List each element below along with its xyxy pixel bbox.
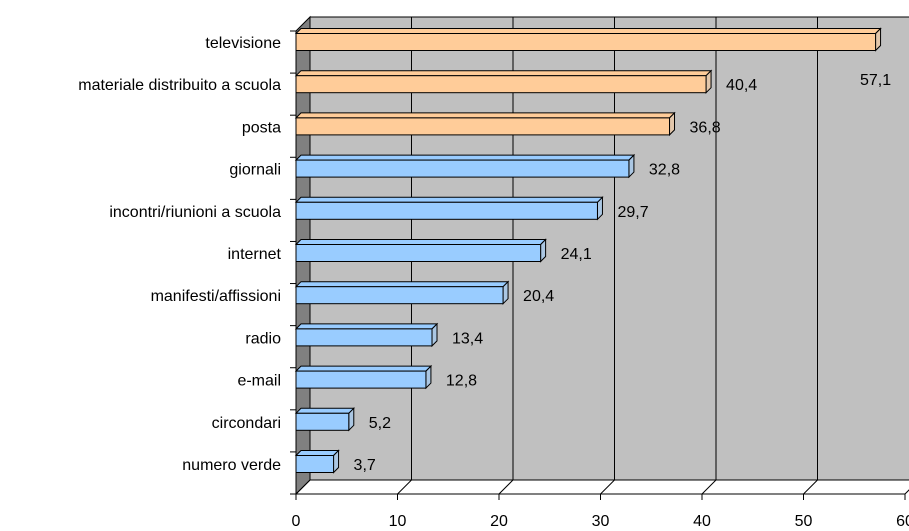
bar xyxy=(295,201,598,220)
bar-top-face xyxy=(294,70,713,77)
floor-gridline xyxy=(701,479,717,495)
category-label: e-mail xyxy=(237,373,281,390)
category-label: posta xyxy=(242,119,281,136)
data-label: 20,4 xyxy=(523,288,554,305)
category-label: radio xyxy=(245,330,281,347)
bar xyxy=(295,159,630,178)
category-label: manifesti/affissioni xyxy=(151,288,281,305)
floor-gridline xyxy=(803,479,818,495)
category-label: internet xyxy=(228,246,282,263)
x-tick-label: 30 xyxy=(592,513,610,530)
bar-top-face xyxy=(294,154,636,161)
x-tick-label: 10 xyxy=(389,513,407,530)
bar xyxy=(295,455,335,473)
data-label: 57,1 xyxy=(860,72,891,89)
data-label: 3,7 xyxy=(354,457,376,474)
x-tick-label: 0 xyxy=(292,513,301,530)
x-tick-label: 50 xyxy=(795,513,813,530)
bar-top-face xyxy=(294,28,882,34)
category-label: materiale distribuito a scuola xyxy=(78,77,281,94)
bar xyxy=(295,117,671,136)
floor-gridline xyxy=(600,479,615,495)
data-label: 29,7 xyxy=(617,204,648,221)
bar xyxy=(295,328,433,347)
data-label: 40,4 xyxy=(726,77,757,94)
bar-top-face xyxy=(294,365,433,372)
floor-gridline xyxy=(397,479,412,495)
x-tick-label: 60 xyxy=(896,513,909,530)
data-label: 12,8 xyxy=(446,373,477,390)
bar xyxy=(295,286,504,305)
category-label: circondari xyxy=(212,415,281,432)
category-label: giornali xyxy=(229,162,281,179)
bar-top-face xyxy=(294,112,676,119)
x-tick-label: 20 xyxy=(490,513,508,530)
data-label: 5,2 xyxy=(369,415,391,432)
bar-top-face xyxy=(294,323,439,330)
category-label: televisione xyxy=(205,35,281,52)
labels: 0 10 20 30 40 50 60 televisione 57,1 materiale di… xyxy=(78,35,909,530)
category-label: incontri/riunioni a scuola xyxy=(109,204,281,221)
bar xyxy=(295,244,542,262)
bar-top-face xyxy=(294,407,355,414)
data-label: 13,4 xyxy=(452,330,483,347)
bars xyxy=(294,27,882,474)
data-label: 32,8 xyxy=(649,162,680,179)
bar-top-face xyxy=(294,450,340,456)
bar xyxy=(295,33,877,51)
bar-top-face xyxy=(294,239,547,245)
bar xyxy=(295,412,350,431)
data-label: 24,1 xyxy=(561,246,592,263)
bar xyxy=(295,370,427,389)
bar xyxy=(295,75,707,94)
x-tick-label: 40 xyxy=(693,513,711,530)
floor-gridline xyxy=(498,479,514,495)
data-label: 36,8 xyxy=(690,119,721,136)
bar-top-face xyxy=(294,281,510,288)
category-label: numero verde xyxy=(182,457,281,474)
bar-top-face xyxy=(294,196,604,203)
